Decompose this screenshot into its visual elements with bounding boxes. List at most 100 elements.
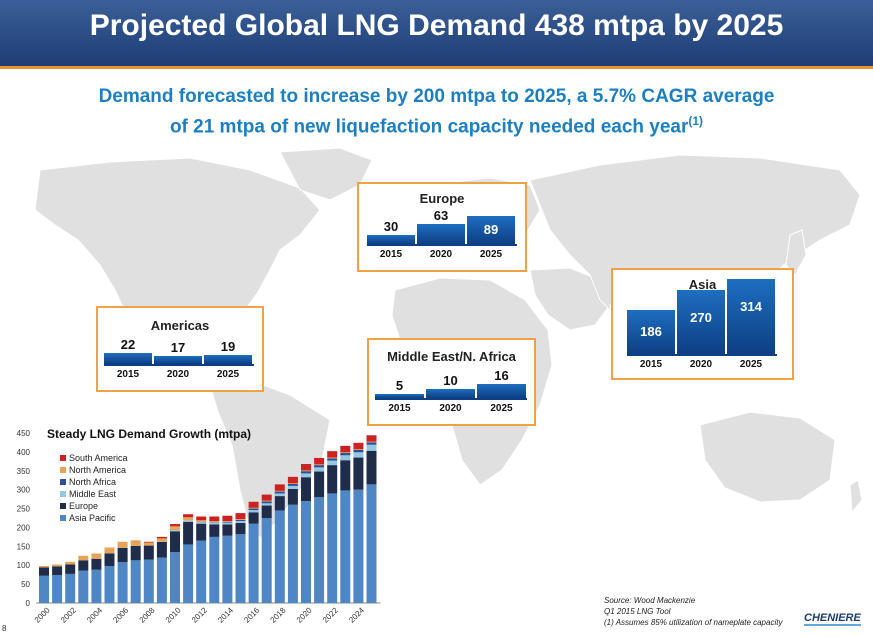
y-tick-label: 50: [21, 580, 30, 589]
bar-segment-2025-north-america: [366, 441, 377, 443]
region-bar-asia-2025: [727, 279, 775, 354]
region-year-asia-2020: 2020: [689, 359, 713, 370]
bar-segment-2013-north-america: [209, 521, 220, 523]
x-tick-label: 2024: [347, 605, 366, 624]
page-number: 8: [2, 624, 7, 633]
bar-segment-2006-europe: [117, 547, 128, 563]
source-line-3: (1) Assumes 85% utilization of nameplate…: [604, 618, 783, 627]
region-value-asia-2015: 186: [640, 323, 662, 339]
bar-segment-2000-north-america: [39, 565, 49, 568]
bar-segment-2018-europe: [274, 496, 285, 511]
bar-segment-2009-asia-pacific: [156, 557, 167, 603]
bar-segment-2020-europe: [301, 477, 311, 501]
region-baseline-middle-east: [375, 398, 527, 400]
bar-segment-2021-asia-pacific: [314, 497, 325, 603]
bar-segment-2007-north-america: [130, 540, 141, 546]
subtitle-line-1: Demand forecasted to increase by 200 mtp…: [98, 86, 775, 107]
bar-segment-2022-south-america: [327, 451, 338, 458]
bar-segment-2020-north-africa: [301, 471, 311, 474]
region-box-asia: Asia 186 2015 270 2020 314 2025: [611, 268, 794, 380]
region-year-asia-2025: 2025: [739, 359, 763, 370]
bar-segment-2019-asia-pacific: [287, 504, 298, 603]
bar-segment-2008-north-america: [143, 542, 154, 546]
legend-label-north-africa: North Africa: [69, 477, 116, 487]
bar-segment-2025-middle-east: [366, 444, 377, 451]
region-bar-asia-2015: [627, 309, 675, 354]
cheniere-logo: CHENIERE: [804, 612, 861, 626]
y-tick-label: 150: [17, 542, 31, 551]
bar-segment-2008-europe: [143, 545, 154, 560]
source-note: Source: Wood Mackenzie Q1 2015 LNG Tool …: [604, 595, 782, 628]
bar-segment-2013-south-america: [209, 516, 220, 522]
region-value-asia-2025: 314: [740, 299, 762, 314]
region-year-middle-east-2020: 2020: [439, 403, 462, 414]
bar-segment-2009-south-america: [156, 536, 167, 539]
bar-segment-2023-middle-east: [340, 455, 351, 461]
legend-label-south-america: South America: [69, 453, 128, 463]
region-year-middle-east-2025: 2025: [490, 403, 513, 414]
bar-segment-2015-asia-pacific: [235, 534, 246, 603]
region-year-americas-2015: 2015: [116, 369, 140, 380]
region-value-europe-2015: 30: [383, 218, 399, 234]
x-tick-label: 2008: [138, 605, 157, 624]
bar-segment-2019-middle-east: [287, 485, 298, 489]
bar-segment-2020-north-america: [301, 470, 311, 472]
bar-segment-2014-europe: [222, 524, 233, 536]
bar-segment-2019-south-america: [287, 476, 298, 484]
bar-segment-2021-north-africa: [314, 465, 325, 468]
bar-segment-2021-north-america: [314, 464, 325, 466]
bar-segment-2001-north-america: [52, 564, 63, 567]
bar-segment-2008-asia-pacific: [143, 559, 154, 603]
bar-segment-2025-europe: [366, 450, 377, 485]
bar-segment-2008-south-america: [143, 541, 154, 543]
bar-segment-2021-europe: [314, 471, 325, 498]
region-title-americas: Americas: [150, 318, 210, 333]
region-bar-europe-2015: [367, 234, 415, 244]
bar-segment-2025-south-america: [366, 435, 377, 442]
bar-segment-2023-south-america: [340, 445, 351, 453]
x-tick-label: 2010: [164, 605, 183, 624]
legend-label-north-america: North America: [69, 465, 126, 475]
region-value-americas-2020: 17: [170, 339, 186, 355]
region-bar-middle-east-2015: [375, 393, 424, 398]
bar-segment-2010-north-america: [170, 526, 180, 531]
bar-segment-2016-south-america: [248, 501, 259, 508]
region-value-americas-2015: 22: [120, 337, 136, 352]
subtitle-footnote: (1): [688, 114, 704, 128]
legend-swatch-middle-east: [60, 491, 66, 497]
bar-segment-2003-north-america: [78, 555, 89, 561]
bar-segment-2020-south-america: [301, 463, 311, 471]
y-tick-label: 0: [26, 599, 31, 608]
bar-segment-2000-asia-pacific: [39, 575, 49, 603]
bar-segment-2002-asia-pacific: [65, 573, 76, 603]
region-title-asia: Asia: [688, 277, 717, 292]
bar-segment-2017-europe: [261, 505, 272, 518]
bar-segment-2001-asia-pacific: [52, 575, 63, 603]
region-bar-middle-east-2020: [426, 389, 475, 398]
bar-segment-2005-europe: [104, 553, 115, 566]
y-tick-label: 450: [17, 429, 31, 438]
bar-segment-2003-asia-pacific: [78, 570, 89, 603]
x-tick-label: 2000: [33, 605, 52, 624]
legend-label-europe: Europe: [69, 501, 98, 511]
x-tick-label: 2022: [321, 605, 340, 624]
x-tick-label: 2020: [295, 605, 314, 624]
bar-segment-2012-north-america: [196, 520, 207, 522]
bar-segment-2022-north-africa: [327, 458, 338, 461]
bar-segment-2018-south-america: [274, 484, 285, 491]
map-japan: [785, 229, 807, 276]
bar-segment-2002-north-america: [65, 561, 76, 565]
bar-segment-2016-north-africa: [248, 508, 259, 511]
bar-segment-2016-asia-pacific: [248, 523, 259, 603]
bar-segment-2013-middle-east: [209, 522, 220, 525]
bar-segment-2019-europe: [287, 488, 298, 505]
bar-segment-2011-middle-east: [183, 520, 194, 522]
bar-segment-2007-europe: [130, 545, 141, 561]
bar-segment-2024-middle-east: [353, 452, 364, 458]
bar-segment-2021-middle-east: [314, 467, 325, 472]
region-value-middle-east-2015: 5: [395, 377, 404, 393]
region-box-americas: Americas 22 2015 17 2020 19 2025: [96, 306, 264, 392]
bar-segment-2004-europe: [91, 558, 102, 570]
bar-segment-2017-south-america: [261, 494, 272, 501]
region-bar-europe-2020: [417, 224, 465, 244]
